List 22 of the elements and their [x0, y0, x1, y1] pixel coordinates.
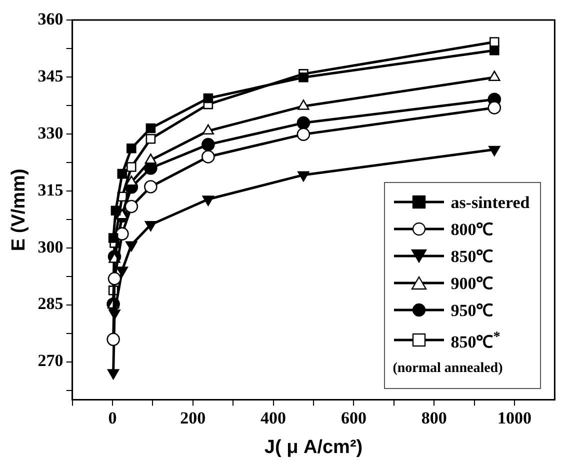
legend-label: 850℃$^{*}$ [450, 328, 500, 354]
y-tick-label: 345 [38, 66, 64, 86]
x-tick-label: 800 [421, 408, 447, 428]
y-tick-label: 270 [38, 351, 64, 370]
x-tick-label: 600 [340, 408, 366, 428]
x-tick-label: 200 [180, 408, 206, 428]
legend-label: 950℃ [450, 300, 494, 322]
x-tick-label: 1000 [498, 408, 532, 428]
legend-label: 850℃ [450, 246, 494, 268]
y-tick-label: 315 [38, 180, 64, 200]
x-axis-title: J( μ A/cm²) [264, 436, 363, 458]
legend-label: as-sintered [450, 192, 530, 214]
legend-label: 900℃ [450, 272, 494, 295]
y-tick-label: 300 [38, 237, 64, 256]
y-tick-label: 360 [38, 9, 64, 28]
y-tick-label: 285 [38, 294, 64, 314]
x-tick-label: 400 [260, 408, 286, 428]
x-tick-label: 0 [108, 408, 117, 428]
annotation: (normal annealed) [392, 360, 504, 378]
y-axis-title: E (V/mm) [8, 168, 30, 252]
y-tick-label: 330 [38, 123, 64, 142]
legend-label: 800℃ [450, 218, 494, 241]
